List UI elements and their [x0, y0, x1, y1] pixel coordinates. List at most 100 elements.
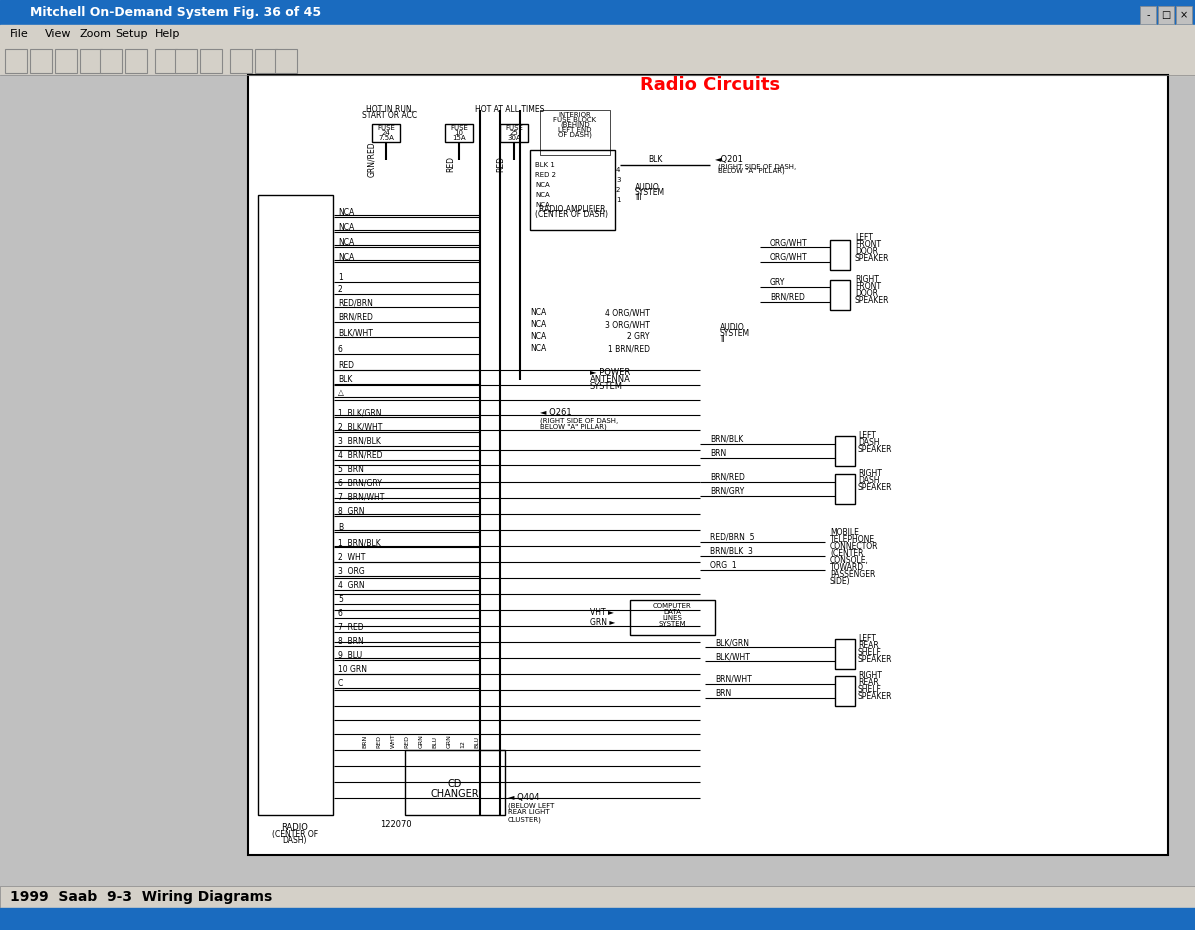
Text: CD: CD	[448, 779, 462, 789]
Bar	[0, 25, 1195, 43]
Text: 4 ORG/WHT: 4 ORG/WHT	[605, 308, 650, 317]
Text: △: △	[338, 388, 344, 397]
Text: WHT: WHT	[391, 733, 396, 748]
Text: SPEAKER: SPEAKER	[858, 445, 893, 454]
Text: FRONT: FRONT	[854, 282, 881, 291]
Text: NCA: NCA	[535, 202, 550, 208]
Text: 8  GRN: 8 GRN	[338, 507, 364, 516]
Text: LINES: LINES	[662, 615, 682, 621]
Text: 8  BRN: 8 BRN	[338, 637, 363, 646]
Bar	[100, 49, 122, 73]
Text: Setup: Setup	[115, 29, 147, 39]
Text: BELOW "A" PILLAR): BELOW "A" PILLAR)	[540, 423, 607, 430]
Text: SHELF: SHELF	[858, 685, 882, 694]
Bar	[0, 0, 1195, 25]
Text: LEFT: LEFT	[858, 634, 876, 643]
Bar	[831, 280, 850, 310]
Text: SIDE): SIDE)	[831, 577, 851, 586]
Bar	[125, 49, 147, 73]
Text: 2  BLK/WHT: 2 BLK/WHT	[338, 423, 382, 432]
Text: ORG/WHT: ORG/WHT	[770, 253, 808, 262]
Text: 1: 1	[338, 273, 343, 282]
Text: DASH: DASH	[858, 438, 880, 447]
Bar	[0, 908, 1195, 930]
Text: NCA: NCA	[531, 332, 546, 341]
Text: 30A: 30A	[507, 135, 521, 141]
Text: 4  GRN: 4 GRN	[338, 581, 364, 590]
Text: (RIGHT SIDE OF DASH,: (RIGHT SIDE OF DASH,	[718, 163, 796, 169]
Text: PASSENGER: PASSENGER	[831, 570, 876, 579]
Text: 1: 1	[615, 197, 620, 203]
Text: START OR ACC: START OR ACC	[362, 111, 417, 120]
Text: OF DASH): OF DASH)	[558, 132, 592, 139]
Text: RED/BRN: RED/BRN	[338, 298, 373, 307]
Bar	[372, 124, 400, 142]
Bar	[0, 43, 1195, 75]
Text: AUDIO: AUDIO	[721, 323, 744, 332]
Text: 122070: 122070	[380, 820, 411, 829]
Text: 3  BRN/BLK: 3 BRN/BLK	[338, 437, 381, 446]
Text: (CENTER OF DASH): (CENTER OF DASH)	[535, 210, 608, 219]
Text: RED: RED	[404, 735, 410, 748]
Text: 6  BRN/GRY: 6 BRN/GRY	[338, 479, 382, 488]
Text: BRN/GRY: BRN/GRY	[710, 487, 744, 496]
Text: 7  RED: 7 RED	[338, 623, 363, 632]
Bar	[1176, 6, 1191, 24]
Text: REAR: REAR	[858, 641, 878, 650]
Text: BLK 1: BLK 1	[535, 162, 554, 168]
Text: DOOR: DOOR	[854, 247, 878, 256]
Bar	[249, 75, 1168, 855]
Text: SYSTEM: SYSTEM	[658, 621, 686, 627]
Text: RIGHT: RIGHT	[858, 671, 882, 680]
Text: 1  BLK/GRN: 1 BLK/GRN	[338, 408, 381, 417]
Text: SPEAKER: SPEAKER	[858, 692, 893, 701]
Text: 3  ORG: 3 ORG	[338, 567, 364, 576]
Bar	[540, 110, 609, 155]
Bar	[55, 49, 76, 73]
Text: RADIO: RADIO	[282, 823, 308, 832]
Text: (RIGHT SIDE OF DASH,: (RIGHT SIDE OF DASH,	[540, 417, 618, 423]
Bar	[831, 240, 850, 270]
Text: 6: 6	[338, 345, 343, 354]
Text: 3 ORG/WHT: 3 ORG/WHT	[605, 320, 650, 329]
Text: BLK/WHT: BLK/WHT	[715, 652, 750, 661]
Text: BLK: BLK	[338, 375, 353, 384]
Text: 7  BRN/WHT: 7 BRN/WHT	[338, 493, 385, 502]
Bar	[835, 676, 854, 706]
Text: SPEAKER: SPEAKER	[854, 254, 889, 263]
Bar	[445, 124, 473, 142]
Bar	[630, 600, 715, 635]
Text: B: B	[338, 523, 343, 532]
Text: BLK/GRN: BLK/GRN	[715, 638, 749, 647]
Text: View: View	[45, 29, 72, 39]
Text: CONSOLE,: CONSOLE,	[831, 556, 869, 565]
Text: LEFT END: LEFT END	[558, 127, 592, 133]
Text: FUSE: FUSE	[505, 125, 523, 131]
Text: NCA: NCA	[338, 223, 354, 232]
Text: BRN/RED: BRN/RED	[338, 313, 373, 322]
Text: NCA: NCA	[531, 320, 546, 329]
Bar	[835, 639, 854, 669]
Text: DOOR: DOOR	[854, 289, 878, 298]
Text: MOBILE: MOBILE	[831, 528, 859, 537]
Text: CHANGER: CHANGER	[430, 789, 479, 799]
Text: BLU: BLU	[433, 736, 437, 748]
Bar	[30, 49, 53, 73]
Text: DASH): DASH)	[283, 836, 307, 845]
Text: NCA: NCA	[338, 238, 354, 247]
Bar	[229, 49, 252, 73]
Text: 24: 24	[381, 130, 391, 136]
Text: AUDIO: AUDIO	[635, 183, 660, 192]
Text: SHELF: SHELF	[858, 648, 882, 657]
Text: 6: 6	[338, 609, 343, 618]
Text: REAR LIGHT: REAR LIGHT	[508, 809, 550, 815]
Bar	[500, 124, 528, 142]
Text: NCA: NCA	[338, 253, 354, 262]
Bar	[255, 49, 277, 73]
Text: RED: RED	[376, 735, 381, 748]
Text: Radio Circuits: Radio Circuits	[641, 76, 780, 94]
Text: 4  BRN/RED: 4 BRN/RED	[338, 451, 382, 460]
Text: ORG/WHT: ORG/WHT	[770, 238, 808, 247]
Text: CONNECTOR: CONNECTOR	[831, 542, 878, 551]
Text: BLK: BLK	[648, 155, 662, 164]
